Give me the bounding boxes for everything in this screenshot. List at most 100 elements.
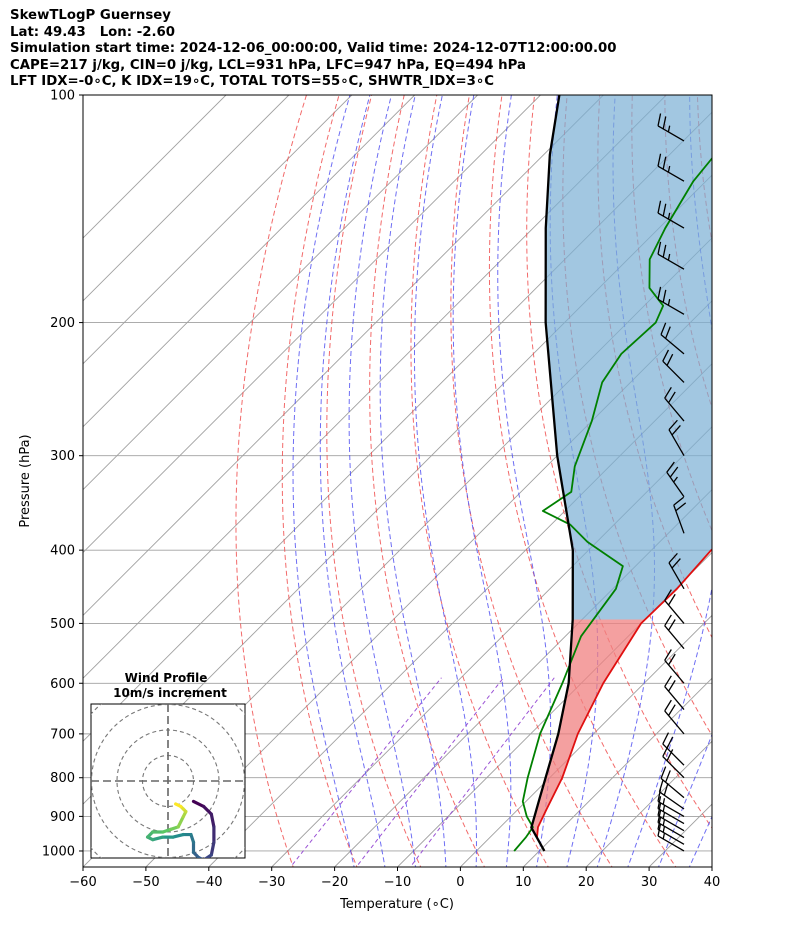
moist-adiabat-line xyxy=(497,95,552,867)
isotherm-line xyxy=(83,95,667,679)
wind-barb xyxy=(658,779,685,810)
barb-flag xyxy=(664,649,672,661)
barb-flag xyxy=(657,241,662,255)
wind-barbs xyxy=(657,113,687,852)
hodograph-segment xyxy=(151,835,165,842)
x-tick-label: −10 xyxy=(384,875,411,890)
barb-flag xyxy=(664,589,672,601)
barb-flag xyxy=(666,353,674,366)
barb-shaft xyxy=(664,600,685,624)
negative-area-fill xyxy=(545,95,712,620)
hodograph-segment xyxy=(171,832,185,839)
barb-flag xyxy=(664,614,672,627)
mixing-ratio-line xyxy=(289,677,442,867)
isotherm-line xyxy=(83,95,227,239)
wind-barb xyxy=(657,113,685,142)
barb-flag xyxy=(668,619,676,631)
barb-half-flag xyxy=(662,826,666,833)
barb-flag xyxy=(668,419,678,431)
barb-half-flag xyxy=(667,212,671,220)
x-tick-label: 10 xyxy=(515,875,532,890)
barb-shaft xyxy=(666,471,685,498)
moist-adiabat-line xyxy=(319,95,386,867)
x-tick-label: −50 xyxy=(132,875,159,890)
barb-shaft xyxy=(657,835,685,852)
axis-ticks: −60 −50 −40 −30 −20 −10 0 10 20 30 40 1000 900 800 700… xyxy=(42,89,720,891)
isotherm-line xyxy=(83,95,416,428)
wind-barb xyxy=(662,732,685,766)
barb-shaft xyxy=(657,253,685,270)
x-axis-label: Temperature (∘C) xyxy=(339,897,454,912)
location-line: Lat: 49.43 Lon: -2.60 xyxy=(10,24,176,40)
y-tick-label: 800 xyxy=(50,771,75,786)
barb-flag xyxy=(664,387,672,399)
wind-profile-inset: Wind Profile 10m/s increment xyxy=(90,671,246,859)
wind-barb xyxy=(664,589,685,624)
dry-adiabat-line xyxy=(526,95,712,829)
barb-flag xyxy=(668,653,676,666)
wind-barb xyxy=(657,241,685,270)
isotherm-line xyxy=(83,95,290,302)
barb-flag xyxy=(662,349,670,362)
temperature-line xyxy=(536,548,712,852)
barb-shaft xyxy=(664,710,685,735)
isotherm-line xyxy=(83,95,604,617)
barb-flag xyxy=(662,289,667,303)
barb-flag xyxy=(657,153,662,167)
moist-adiabat-line xyxy=(627,95,712,867)
barb-flag xyxy=(665,326,671,339)
wind-barb xyxy=(664,675,685,710)
isotherm-line xyxy=(522,677,712,867)
barb-flag xyxy=(668,391,676,404)
x-tick-label: −20 xyxy=(321,875,348,890)
moist-adiabat-line xyxy=(379,95,447,867)
barb-shaft xyxy=(660,334,685,355)
barb-shaft xyxy=(657,212,685,229)
barb-flag xyxy=(668,593,676,606)
wind-barb xyxy=(664,699,685,735)
isotherm-line xyxy=(83,95,353,365)
barb-shaft xyxy=(657,125,685,142)
mixing-ratio-lines xyxy=(289,677,555,867)
isotherm-line xyxy=(460,614,712,867)
y-tick-label: 300 xyxy=(50,449,75,464)
barb-shaft xyxy=(664,397,685,422)
x-tick-label: 40 xyxy=(704,875,721,890)
barb-flag xyxy=(671,425,681,436)
barb-flag xyxy=(660,322,667,335)
dry-adiabat-line xyxy=(281,95,358,867)
barb-half-flag xyxy=(673,476,678,483)
barb-flag xyxy=(664,699,672,712)
barb-flag xyxy=(668,680,676,692)
barb-flag xyxy=(657,286,662,300)
dry-adiabat-line xyxy=(450,95,613,867)
x-tick-label: 20 xyxy=(578,875,595,890)
moist-adiabat-line xyxy=(292,95,355,867)
y-tick-label: 600 xyxy=(50,677,75,692)
isotherm-line xyxy=(83,95,541,554)
wind-barb xyxy=(660,322,685,355)
mixing-ratio-line xyxy=(409,677,555,867)
barb-shaft xyxy=(657,808,685,825)
dry-adiabat-line xyxy=(235,95,307,867)
barb-flag xyxy=(671,558,681,569)
hodograph-segment xyxy=(174,802,183,809)
barb-shaft xyxy=(657,828,685,845)
barb-flag xyxy=(662,203,667,217)
barb-half-flag xyxy=(667,165,671,173)
wind-barb xyxy=(664,387,685,422)
x-tick-label: −60 xyxy=(69,875,96,890)
x-tick-label: −40 xyxy=(195,875,222,890)
wind-barb xyxy=(657,286,685,315)
barb-shaft xyxy=(664,659,685,684)
moist-adiabats xyxy=(292,95,712,867)
isotherm-line xyxy=(397,551,712,867)
y-tick-label: 500 xyxy=(50,617,75,632)
barb-shaft xyxy=(660,777,685,799)
hodograph-segment xyxy=(176,815,185,829)
barb-flag xyxy=(658,779,664,792)
barb-shaft xyxy=(668,429,685,457)
barb-shaft xyxy=(657,298,685,315)
y-tick-label: 200 xyxy=(50,316,75,331)
